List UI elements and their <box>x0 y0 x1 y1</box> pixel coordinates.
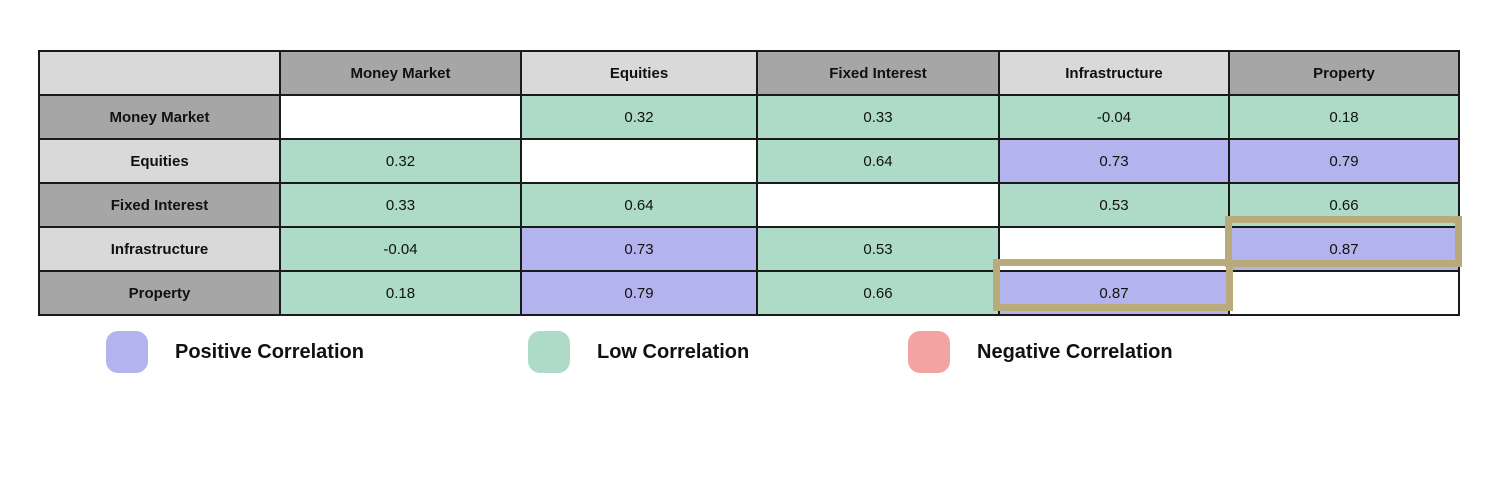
correlation-cell: 0.64 <box>520 182 758 228</box>
row-header: Property <box>38 270 281 316</box>
row-header: Money Market <box>38 94 281 140</box>
correlation-cell: 0.87 <box>998 270 1230 316</box>
column-header: Equities <box>520 50 758 96</box>
correlation-cell <box>520 138 758 184</box>
correlation-cell: 0.53 <box>998 182 1230 228</box>
correlation-cell: -0.04 <box>998 94 1230 140</box>
negative-color-swatch <box>908 331 950 373</box>
correlation-cell <box>1228 270 1460 316</box>
correlation-cell: 0.18 <box>1228 94 1460 140</box>
correlation-cell <box>756 182 1000 228</box>
correlation-cell: -0.04 <box>279 226 522 272</box>
legend-label: Low Correlation <box>597 340 750 363</box>
row-header: Equities <box>38 138 281 184</box>
row-header: Fixed Interest <box>38 182 281 228</box>
correlation-cell: 0.73 <box>998 138 1230 184</box>
correlation-cell: 0.18 <box>279 270 522 316</box>
correlation-cell: 0.32 <box>279 138 522 184</box>
column-header: Fixed Interest <box>756 50 1000 96</box>
correlation-matrix-table: Money Market Equities Fixed Interest Inf… <box>38 50 1460 316</box>
table-row: Property 0.18 0.79 0.66 0.87 <box>38 270 1460 316</box>
correlation-cell <box>998 226 1230 272</box>
legend-label: Negative Correlation <box>977 340 1173 363</box>
table-row: Equities 0.32 0.64 0.73 0.79 <box>38 138 1460 184</box>
correlation-cell: 0.53 <box>756 226 1000 272</box>
correlation-cell: 0.64 <box>756 138 1000 184</box>
legend-item-low: Low Correlation <box>528 331 749 373</box>
correlation-cell: 0.73 <box>520 226 758 272</box>
column-header: Money Market <box>279 50 522 96</box>
row-header: Infrastructure <box>38 226 281 272</box>
correlation-cell: 0.79 <box>1228 138 1460 184</box>
legend-label: Positive Correlation <box>175 340 364 363</box>
correlation-cell <box>279 94 522 140</box>
correlation-cell: 0.66 <box>1228 182 1460 228</box>
correlation-cell: 0.33 <box>279 182 522 228</box>
corner-header-cell <box>38 50 281 96</box>
correlation-cell: 0.66 <box>756 270 1000 316</box>
legend-item-negative: Negative Correlation <box>908 331 1173 373</box>
correlation-cell: 0.79 <box>520 270 758 316</box>
table-row: Fixed Interest 0.33 0.64 0.53 0.66 <box>38 182 1460 228</box>
correlation-cell: 0.33 <box>756 94 1000 140</box>
column-header: Infrastructure <box>998 50 1230 96</box>
table-row: Infrastructure -0.04 0.73 0.53 0.87 <box>38 226 1460 272</box>
header-row: Money Market Equities Fixed Interest Inf… <box>38 50 1460 96</box>
legend-item-positive: Positive Correlation <box>106 331 364 373</box>
column-header: Property <box>1228 50 1460 96</box>
correlation-cell: 0.32 <box>520 94 758 140</box>
low-color-swatch <box>528 331 570 373</box>
table-row: Money Market 0.32 0.33 -0.04 0.18 <box>38 94 1460 140</box>
correlation-cell: 0.87 <box>1228 226 1460 272</box>
positive-color-swatch <box>106 331 148 373</box>
